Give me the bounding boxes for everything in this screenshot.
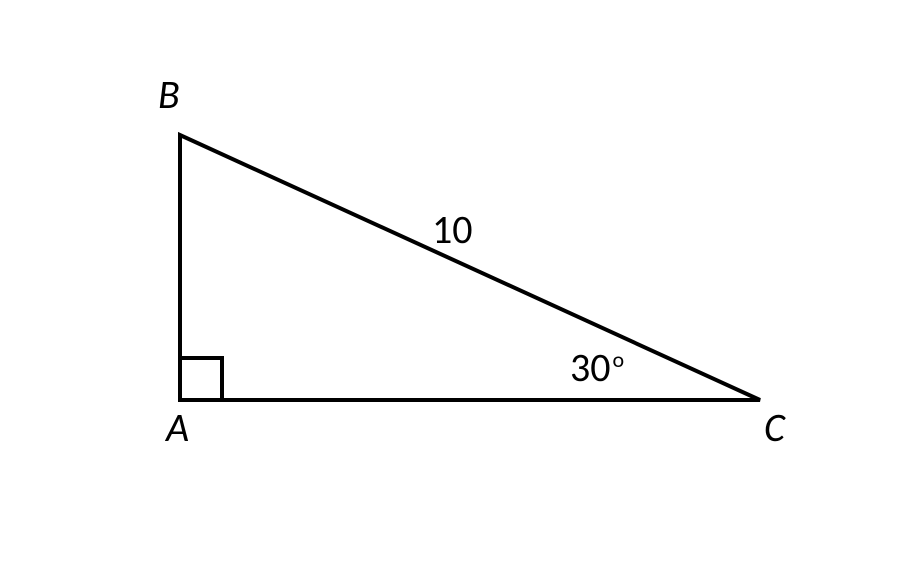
triangle-shape bbox=[180, 135, 760, 400]
triangle-diagram: A B C 10 30o bbox=[0, 0, 919, 572]
vertex-label-b: B bbox=[158, 75, 180, 115]
vertex-label-a: A bbox=[166, 408, 189, 448]
hypotenuse-length-label: 10 bbox=[432, 210, 473, 250]
triangle-svg bbox=[0, 0, 919, 572]
degree-symbol: o bbox=[613, 346, 625, 373]
angle-c-label: 30o bbox=[570, 348, 624, 388]
right-angle-marker bbox=[180, 358, 222, 400]
angle-c-value: 30 bbox=[570, 343, 611, 392]
vertex-label-c: C bbox=[764, 408, 785, 448]
